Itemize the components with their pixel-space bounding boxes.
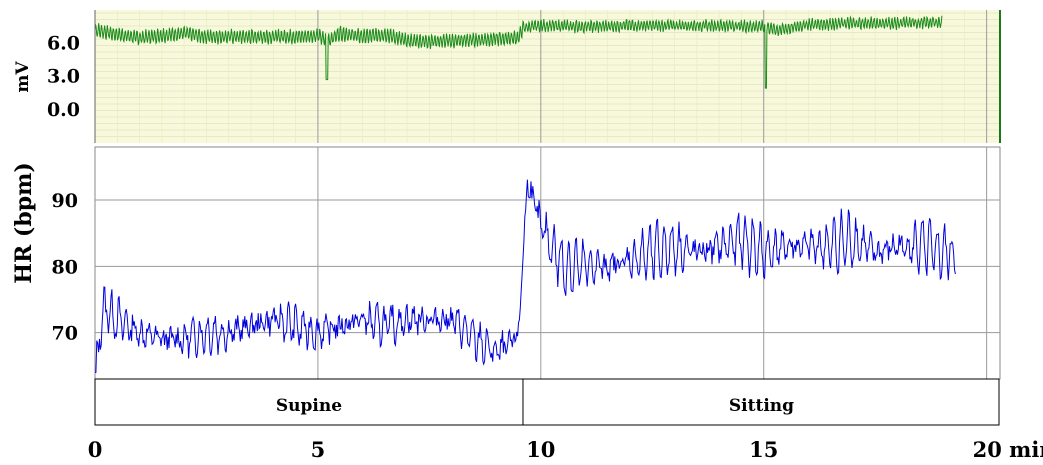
hr-grid [95, 147, 1000, 379]
phase-bar: Supine Sitting [94, 378, 1000, 426]
ecg-ytick-label: 6.0 [47, 32, 80, 54]
ecg-grid [94, 10, 1000, 143]
ecg-ytick-label: 0.0 [47, 99, 80, 121]
ecg-trace [94, 15, 943, 89]
hr-background [94, 146, 1001, 380]
ecg-ylabel: mV [13, 61, 33, 93]
phase-bar-frame [94, 378, 1000, 426]
hr-tick-labels: 70 80 90 [52, 190, 78, 345]
hr-trace [95, 179, 956, 373]
hr-panel: 70 80 90 HR (bpm) [11, 146, 1001, 380]
phase-label-sitting: Sitting [729, 396, 794, 416]
hr-ytick-label: 90 [52, 190, 78, 212]
x-tick-label: 15 [749, 437, 778, 462]
x-tick-label: 10 [526, 437, 555, 462]
ecg-panel: 6.0 3.0 0.0 mV [13, 10, 1001, 143]
ecg-ytick-label: 3.0 [47, 66, 80, 88]
hr-ytick-label: 70 [52, 323, 78, 345]
x-tick-label: 0 [88, 437, 103, 462]
x-tick-labels: 0 5 10 15 20 min. [88, 437, 1043, 462]
ecg-tick-labels: 6.0 3.0 0.0 [47, 32, 80, 121]
x-tick-label: 5 [311, 437, 326, 462]
hr-ylabel: HR (bpm) [11, 162, 37, 284]
hr-ytick-label: 80 [52, 256, 78, 278]
phase-label-supine: Supine [276, 396, 342, 416]
x-tick-label: 20 min. [973, 437, 1043, 462]
